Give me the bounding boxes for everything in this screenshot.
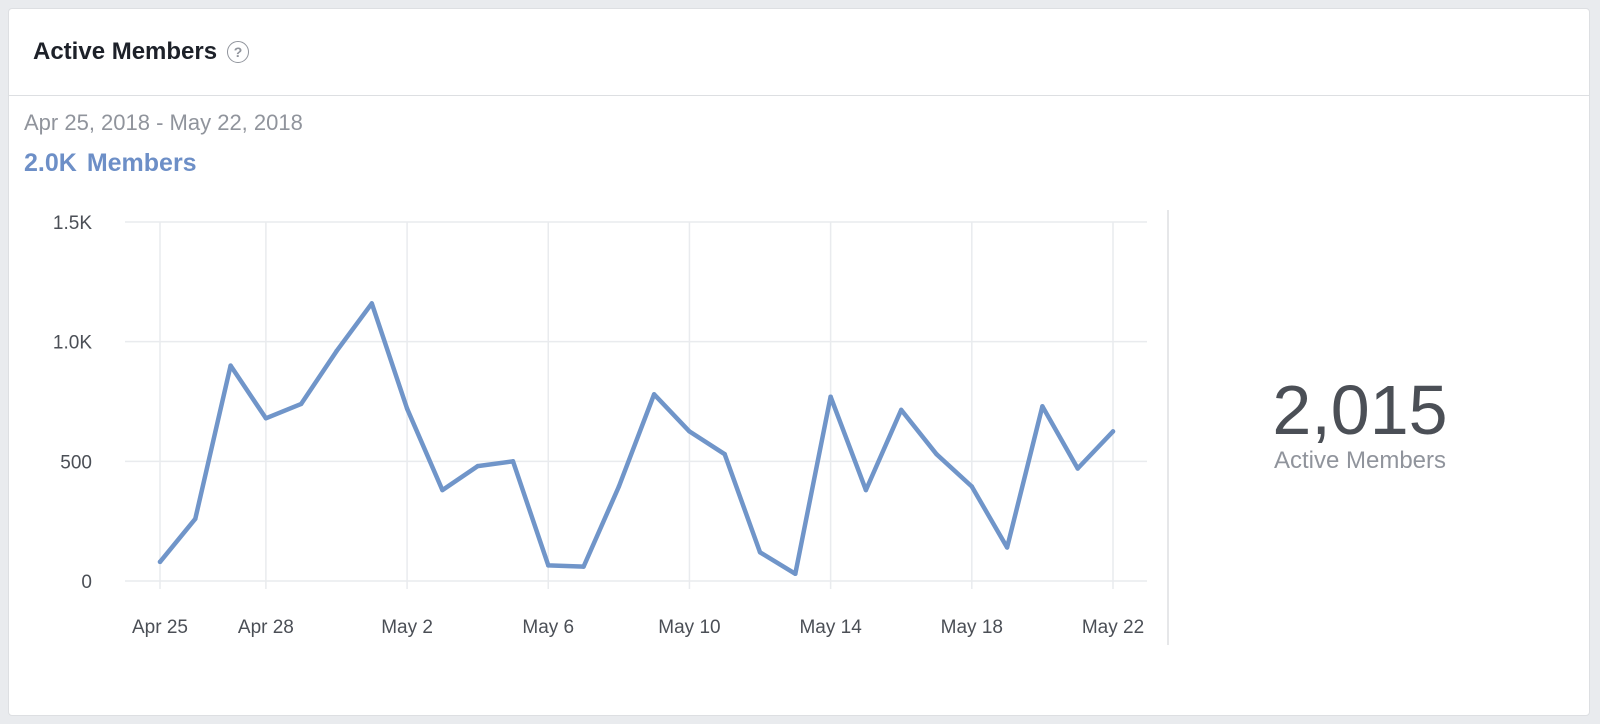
card-title: Active Members bbox=[33, 38, 218, 65]
data-point bbox=[1004, 545, 1010, 550]
card-header: Active Members ? bbox=[9, 9, 1589, 96]
data-point bbox=[793, 571, 798, 577]
data-point bbox=[581, 564, 586, 569]
x-tick-label: May 6 bbox=[522, 617, 574, 638]
series-line bbox=[157, 301, 1116, 577]
members-value: 2.0K bbox=[24, 149, 77, 177]
data-point bbox=[969, 484, 975, 489]
x-tick-label: May 22 bbox=[1082, 617, 1144, 638]
y-tick-label: 1.5K bbox=[53, 213, 92, 234]
data-point bbox=[757, 550, 763, 555]
data-point bbox=[263, 416, 269, 421]
x-tick-label: Apr 28 bbox=[238, 617, 294, 638]
data-point bbox=[369, 301, 374, 306]
data-point bbox=[1040, 404, 1045, 409]
data-point bbox=[722, 451, 727, 457]
data-point bbox=[334, 349, 339, 354]
data-point bbox=[404, 406, 410, 411]
data-point bbox=[475, 463, 480, 469]
data-point bbox=[1075, 466, 1080, 471]
data-point bbox=[546, 563, 551, 568]
data-point bbox=[157, 559, 163, 565]
data-point bbox=[687, 429, 692, 434]
y-tick-label: 0 bbox=[81, 572, 92, 593]
data-point bbox=[616, 484, 622, 489]
x-tick-label: May 10 bbox=[658, 617, 720, 638]
y-tick-label: 500 bbox=[60, 452, 92, 473]
question-circle-icon[interactable]: ? bbox=[227, 41, 250, 63]
stat-box: 2,015 Active Members bbox=[1170, 375, 1550, 475]
data-point bbox=[193, 516, 198, 521]
x-tick-label: Apr 25 bbox=[132, 617, 188, 638]
x-tick-label: May 2 bbox=[381, 617, 433, 638]
x-tick-label: May 14 bbox=[799, 617, 862, 638]
members-summary: 2.0K Members bbox=[24, 149, 197, 178]
members-label: Members bbox=[86, 149, 197, 177]
data-point bbox=[899, 407, 904, 413]
stat-label: Active Members bbox=[1273, 447, 1447, 474]
data-point bbox=[863, 487, 869, 493]
stat-value: 2,015 bbox=[1272, 371, 1448, 449]
data-point bbox=[440, 487, 445, 493]
active-members-card: Active Members ? bbox=[8, 8, 1590, 716]
data-point bbox=[1110, 429, 1116, 434]
data-point bbox=[651, 392, 657, 397]
y-tick-label: 1.0K bbox=[53, 333, 92, 354]
data-point bbox=[510, 459, 516, 464]
date-range: Apr 25, 2018 - May 22, 2018 bbox=[24, 110, 303, 135]
data-point bbox=[828, 394, 833, 399]
data-point bbox=[298, 401, 304, 407]
data-point bbox=[934, 451, 939, 457]
data-point bbox=[228, 363, 233, 368]
x-tick-label: May 18 bbox=[941, 617, 1003, 638]
